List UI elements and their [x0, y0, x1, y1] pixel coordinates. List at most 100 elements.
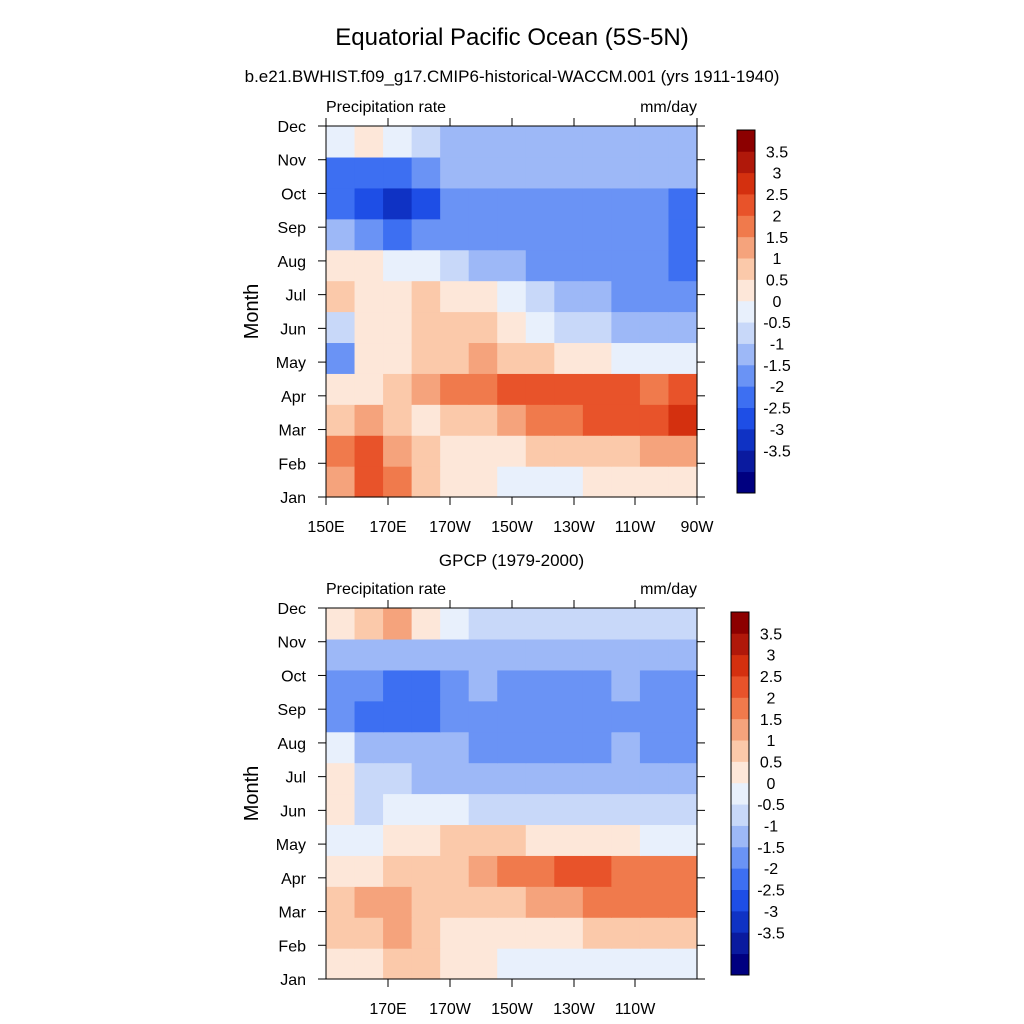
heatmap-cell: [668, 731, 698, 764]
y-tick-label: Jan: [280, 490, 306, 507]
colorbar-label: -0.5: [763, 315, 791, 332]
colorbar-swatch: [737, 194, 755, 216]
heatmap-cell: [554, 700, 584, 733]
heatmap-cell: [354, 187, 384, 220]
heatmap-cell: [383, 156, 413, 189]
heatmap-cell: [383, 731, 413, 764]
heatmap-cell: [554, 156, 584, 189]
colorbar-swatch: [731, 654, 749, 677]
heatmap-cell: [411, 218, 441, 251]
colorbar-label: 1.5: [766, 230, 788, 247]
heatmap-cell: [611, 311, 641, 344]
heatmap-cell: [497, 824, 527, 856]
heatmap-cell: [411, 824, 441, 856]
heatmap-cell: [326, 311, 356, 344]
heatmap-cell: [582, 218, 612, 251]
heatmap-cell: [468, 608, 498, 640]
heatmap-cell: [639, 855, 670, 887]
heatmap-cell: [611, 156, 641, 189]
y-tick-label: Feb: [278, 456, 306, 473]
heatmap-cell: [354, 404, 384, 436]
heatmap-cell: [668, 917, 698, 949]
heatmap-cell: [383, 700, 413, 733]
heatmap-cell: [440, 886, 470, 918]
colorbar-frame: [736, 129, 756, 494]
heatmap-cell: [611, 404, 641, 436]
heatmap-cell: [354, 700, 384, 733]
heatmap-cell: [383, 948, 413, 980]
heatmap-cell: [411, 608, 441, 640]
heatmap-cell: [326, 373, 356, 405]
heatmap-cell: [383, 793, 413, 826]
heatmap-cell: [668, 855, 698, 887]
heatmap-cell: [639, 280, 670, 313]
heatmap-cell: [354, 638, 384, 671]
colorbar-swatch: [737, 130, 755, 152]
heatmap-cell: [468, 886, 498, 918]
heatmap-cell: [668, 948, 698, 980]
heatmap-cell: [611, 435, 641, 467]
heatmap-cell: [639, 156, 670, 189]
heatmap-cell: [554, 280, 584, 313]
colorbar-label: -0.5: [757, 797, 785, 814]
colorbar-swatch: [737, 215, 755, 238]
heatmap-cell: [383, 855, 413, 887]
heatmap-cell: [611, 855, 641, 887]
colorbar-label: 0: [773, 294, 782, 311]
heatmap-cell: [468, 700, 498, 733]
colorbar-label: 2: [773, 208, 782, 225]
heatmap-cell: [611, 373, 641, 405]
heatmap-cell: [639, 435, 670, 467]
y-axis-label: Month: [241, 766, 263, 822]
colorbar-label: 1: [767, 733, 776, 750]
heatmap-cell: [611, 187, 641, 220]
heatmap-cell: [582, 700, 612, 733]
heatmap-cell: [497, 280, 527, 313]
colorbar-swatch: [731, 718, 749, 741]
heatmap-cell: [440, 373, 470, 405]
heatmap-cell: [639, 311, 670, 344]
heatmap-cell: [668, 466, 698, 498]
heatmap-cell: [468, 638, 498, 671]
heatmap-cell: [468, 373, 498, 405]
heatmap-cell: [582, 373, 612, 405]
colorbar-swatch: [731, 612, 749, 634]
y-tick-label: Oct: [281, 668, 306, 685]
x-tick-label: 150E: [307, 519, 344, 536]
variable-label: Precipitation rate: [326, 99, 446, 116]
heatmap-cell: [639, 886, 670, 918]
heatmap-cell: [525, 280, 555, 313]
heatmap-cell: [639, 824, 670, 856]
x-tick-label: 110W: [615, 519, 657, 536]
heatmap-cell: [383, 218, 413, 251]
heatmap-cell: [554, 793, 584, 826]
colorbar-swatch: [737, 236, 755, 259]
heatmap-cell: [354, 886, 384, 918]
heatmap-cell: [354, 280, 384, 313]
heatmap-cell: [497, 218, 527, 251]
heatmap-cell: [468, 218, 498, 251]
colorbar-label: 1.5: [760, 712, 782, 729]
colorbar-swatch: [731, 889, 749, 912]
colorbar-swatch: [731, 953, 749, 976]
heatmap-cell: [468, 280, 498, 313]
colorbar-swatch: [731, 825, 749, 848]
y-tick-label: May: [276, 355, 306, 372]
heatmap-cell: [354, 793, 384, 826]
y-tick-label: May: [276, 837, 306, 854]
panel-gpcp: GPCP (1979-2000) Precipitation rate mm/day…: [241, 551, 785, 1018]
heatmap-cell: [582, 187, 612, 220]
y-tick-label: Nov: [278, 635, 306, 652]
y-tick-label: Dec: [278, 119, 306, 136]
heatmap-cell: [525, 700, 555, 733]
heatmap-cell: [525, 762, 555, 795]
heatmap-cell: [525, 218, 555, 251]
heatmap-cell: [554, 311, 584, 344]
heatmap-cells: [326, 608, 698, 980]
heatmap-cell: [440, 187, 470, 220]
heatmap-cell: [440, 669, 470, 702]
heatmap-cell: [554, 855, 584, 887]
heatmap-cell: [497, 886, 527, 918]
heatmap-cell: [525, 126, 555, 158]
colorbar-swatch: [731, 804, 749, 826]
